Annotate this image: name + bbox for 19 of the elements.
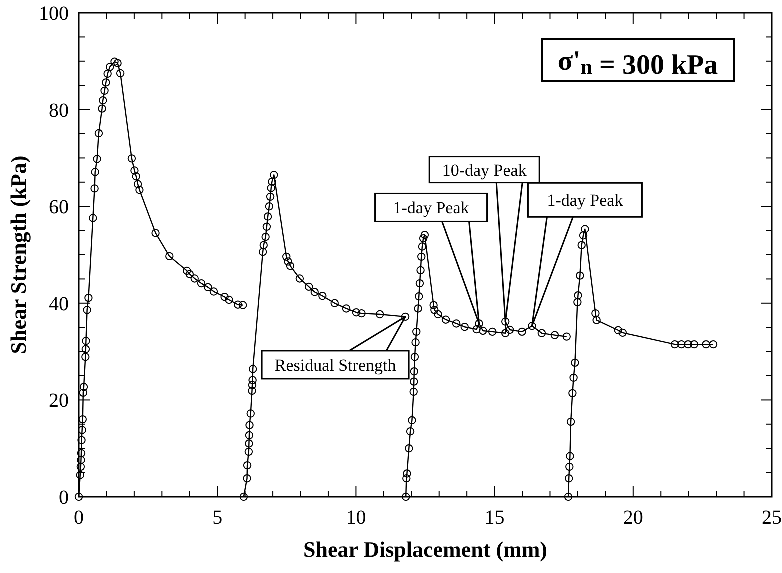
x-tick-label: 0: [74, 507, 84, 529]
annotation: 1-day Peak: [393, 198, 470, 218]
y-axis-title: Shear Strength (kPa): [6, 156, 31, 354]
y-tick-label: 0: [59, 487, 69, 509]
annotation: σ'$_{n}$ = 300 kPa: [558, 46, 718, 82]
x-tick-label: 15: [484, 507, 505, 529]
x-tick-label: 20: [623, 507, 644, 529]
annotation: 10-day Peak: [442, 160, 528, 180]
x-tick-label: 5: [212, 507, 223, 529]
y-tick-label: 100: [39, 3, 69, 25]
y-tick-label: 40: [49, 293, 69, 316]
y-tick-label: 20: [49, 390, 69, 412]
annotation: Residual Strength: [274, 356, 397, 375]
y-tick-label: 80: [49, 100, 69, 122]
x-axis-title: Shear Displacement (mm): [304, 537, 548, 562]
x-tick-label: 10: [346, 507, 366, 529]
x-tick-label: 25: [762, 507, 782, 529]
y-tick-label: 60: [49, 196, 69, 219]
annotation: 1-day Peak: [547, 191, 624, 210]
